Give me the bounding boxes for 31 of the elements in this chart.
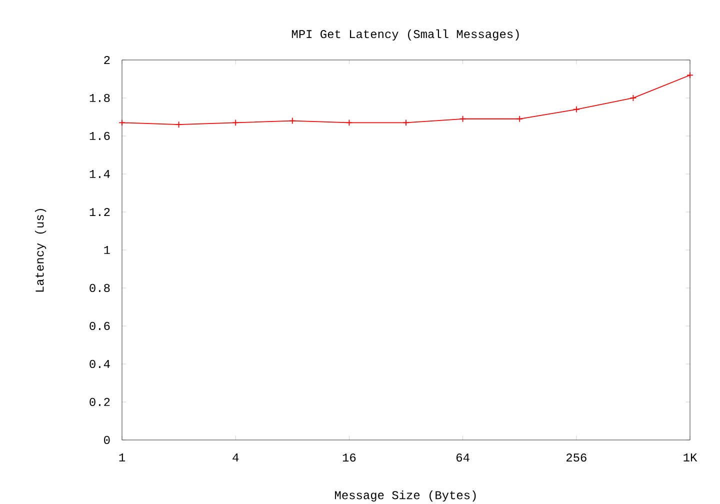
chart-title: MPI Get Latency (Small Messages)	[292, 29, 519, 41]
x-tick-label: 1K	[684, 454, 698, 462]
point	[346, 119, 353, 126]
x-tick-label: 4	[232, 454, 239, 462]
y-tick-label: 1.6	[90, 132, 110, 140]
point	[630, 94, 637, 102]
point	[175, 121, 182, 128]
x-tick-label: 64	[456, 454, 470, 462]
x-tick-label: 1	[119, 454, 126, 462]
y-tick-label: 1.8	[90, 94, 110, 102]
x-tick-label: 256	[566, 454, 586, 462]
y-tick-label: 0.6	[90, 322, 110, 330]
y-tick-label: 0	[104, 436, 110, 444]
y-tick-label: 1.2	[90, 208, 110, 216]
y-tick-label: 0.8	[90, 284, 110, 292]
point	[232, 119, 240, 126]
point	[459, 115, 466, 122]
point	[516, 115, 524, 122]
point	[288, 117, 296, 124]
y-tick-label: 1	[104, 246, 110, 254]
point	[686, 72, 694, 79]
y-axis-title: Latency (us)	[34, 208, 46, 292]
y-tick-label: 1.4	[90, 170, 110, 178]
point	[572, 106, 580, 113]
y-tick-label: 0.4	[90, 360, 110, 368]
y-tick-label: 0.2	[90, 398, 110, 406]
x-axis-title: Message Size (Bytes)	[335, 490, 476, 502]
point	[118, 119, 126, 126]
point	[402, 119, 410, 126]
x-tick-label: 16	[342, 454, 356, 462]
y-tick-label: 2	[104, 56, 110, 64]
